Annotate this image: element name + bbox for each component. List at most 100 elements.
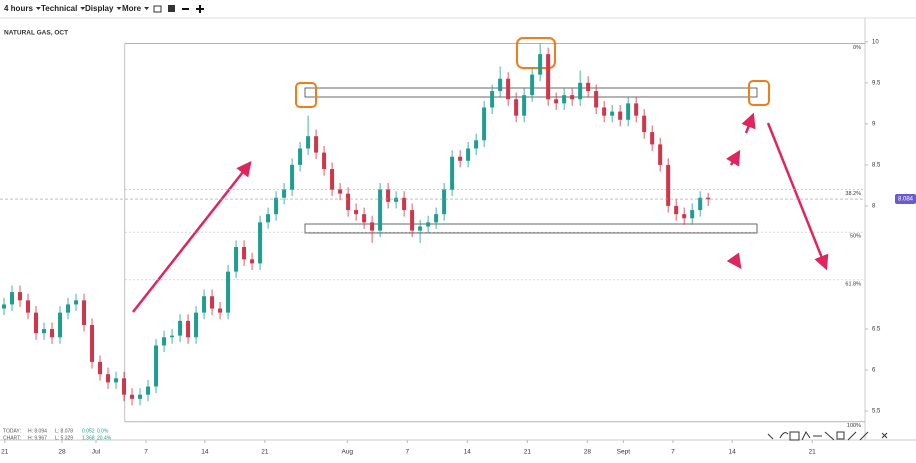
dropdown-caret[interactable] xyxy=(80,7,86,10)
candle-body xyxy=(634,103,639,116)
candle-body xyxy=(554,99,559,104)
chart-title: NATURAL GAS, OCT xyxy=(4,30,68,37)
candle-body xyxy=(466,148,471,161)
info-text: TODAY: xyxy=(3,428,21,434)
drawing-tools[interactable] xyxy=(767,431,888,441)
dropdown-caret[interactable] xyxy=(144,7,150,10)
candle-body xyxy=(514,99,519,116)
candle-body xyxy=(330,169,335,190)
x-tick-label: 28 xyxy=(58,449,66,456)
tool-icon[interactable] xyxy=(779,432,789,439)
highlight-box xyxy=(748,80,770,106)
candle-body xyxy=(226,271,231,313)
info-text: L: 5.329 xyxy=(55,435,73,441)
candle-body xyxy=(66,304,71,313)
toolbar-menu[interactable]: 4 hours xyxy=(4,4,33,13)
candle-body xyxy=(578,82,583,100)
x-tick-label: 14 xyxy=(464,449,472,456)
candle-body xyxy=(10,292,15,305)
candle-body xyxy=(82,300,87,325)
candle-body xyxy=(90,324,95,362)
candle-body xyxy=(266,214,271,223)
candle-body xyxy=(498,78,503,92)
current-price-tag xyxy=(895,194,916,205)
current-price-label: 8.084 xyxy=(898,197,914,203)
open-icon[interactable] xyxy=(153,5,162,13)
candle-body xyxy=(26,300,31,313)
candle-body xyxy=(218,308,223,313)
y-tick-label: 8 xyxy=(872,204,876,210)
x-tick-label: Aug xyxy=(341,449,353,456)
candle-body xyxy=(122,378,127,395)
candle-body xyxy=(210,296,215,309)
candle-body xyxy=(290,164,295,190)
x-tick-label: 21 xyxy=(524,449,532,456)
candle-body xyxy=(530,74,535,96)
candle-body xyxy=(322,152,327,170)
toolbar-menu[interactable]: Technical xyxy=(41,4,77,13)
fib-label: 38.2% xyxy=(845,191,861,197)
candle-body xyxy=(258,222,263,264)
candle-body xyxy=(650,132,655,145)
candle-body xyxy=(570,95,575,100)
toolbar-menu[interactable]: More xyxy=(122,4,142,13)
candle-body xyxy=(74,300,79,305)
highlight-box xyxy=(295,82,317,108)
candle-body xyxy=(354,210,359,215)
tool-icon[interactable] xyxy=(847,431,857,441)
toolbar-menu[interactable]: Display xyxy=(85,4,114,13)
arrow xyxy=(132,161,252,313)
candle-body xyxy=(362,214,367,223)
candle-body xyxy=(114,378,119,383)
candle-body xyxy=(450,156,455,190)
info-text: 20.4% xyxy=(97,435,112,441)
candle-body xyxy=(618,111,623,120)
candle-body xyxy=(154,345,159,387)
candle-body xyxy=(138,394,143,399)
candle-body xyxy=(2,304,7,309)
arrow xyxy=(726,252,742,270)
save-icon[interactable] xyxy=(168,5,175,12)
candle-body xyxy=(458,156,463,161)
tool-icon[interactable] xyxy=(801,431,811,441)
x-tick-label: 21 xyxy=(1,449,9,456)
fib-label: 0% xyxy=(853,45,861,51)
y-tick-label: 6 xyxy=(872,368,876,374)
highlight-box xyxy=(516,37,556,69)
candles xyxy=(2,43,711,406)
candle-body xyxy=(626,103,631,120)
close-icon[interactable] xyxy=(881,432,888,439)
tool-icon[interactable] xyxy=(836,431,845,440)
info-text: 1.368 xyxy=(82,435,95,441)
candle-body xyxy=(506,78,511,100)
dropdown-caret[interactable] xyxy=(35,7,41,10)
candle-body xyxy=(242,246,247,260)
candle-body xyxy=(194,312,199,338)
y-tick-label: 8.5 xyxy=(872,162,881,168)
dropdown-caret[interactable] xyxy=(116,7,122,10)
x-tick-label: 7 xyxy=(671,449,675,456)
x-tick-label: 14 xyxy=(201,449,209,456)
tool-icon[interactable] xyxy=(767,433,774,440)
candle-body xyxy=(234,246,239,272)
info-text: H: 9.967 xyxy=(28,435,47,441)
candle-body xyxy=(658,144,663,165)
info-text: 0.052 xyxy=(82,428,95,434)
tool-icon[interactable] xyxy=(789,431,800,441)
toolbar-icons[interactable] xyxy=(153,5,204,13)
fib-label: 50% xyxy=(850,234,861,240)
x-tick-label: 7 xyxy=(405,449,409,456)
candle-body xyxy=(42,329,47,334)
candle-body xyxy=(674,205,679,215)
candle-body xyxy=(690,210,695,219)
x-tick-label: 14 xyxy=(729,449,737,456)
info-text: 0.0% xyxy=(97,428,109,434)
tool-icon[interactable] xyxy=(824,431,835,441)
y-tick-label: 9 xyxy=(872,121,876,127)
y-tick-label: 9.5 xyxy=(872,80,881,86)
candle-body xyxy=(58,312,63,338)
info-text: L: 8.078 xyxy=(55,428,73,434)
candle-body xyxy=(610,111,615,116)
candle-body xyxy=(442,189,447,215)
tool-icon[interactable] xyxy=(859,431,869,441)
